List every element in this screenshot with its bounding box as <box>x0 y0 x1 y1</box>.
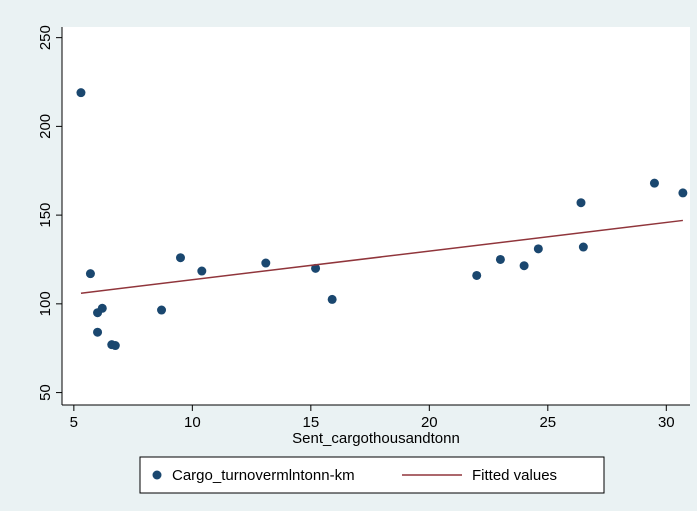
legend <box>139 456 605 494</box>
scatter-point <box>576 198 586 208</box>
scatter-point <box>197 266 207 276</box>
scatter-point <box>85 269 95 279</box>
x-tick-label: 30 <box>658 414 675 431</box>
legend-swatch <box>152 470 162 480</box>
y-tick-label: 50 <box>37 384 54 401</box>
x-tick-label: 25 <box>539 414 556 431</box>
scatter-point <box>261 258 271 268</box>
x-tick-label: 5 <box>70 414 78 431</box>
scatter-point <box>678 188 688 198</box>
scatter-point <box>649 178 659 188</box>
y-tick-label: 150 <box>37 203 54 228</box>
scatter-point <box>311 263 321 273</box>
scatter-point <box>93 327 103 337</box>
x-axis-label: Sent_cargothousandtonn <box>292 430 460 447</box>
scatter-point <box>97 303 107 313</box>
scatter-point <box>110 341 120 351</box>
y-tick-label: 250 <box>37 25 54 50</box>
scatter-point <box>495 254 505 264</box>
legend-label: Fitted values <box>472 467 557 484</box>
scatter-point <box>472 270 482 280</box>
scatter-point <box>327 294 337 304</box>
scatter-point <box>578 242 588 252</box>
fitted-line <box>80 219 683 294</box>
x-tick-label: 10 <box>184 414 201 431</box>
scatter-point <box>533 244 543 254</box>
scatter-point <box>175 253 185 263</box>
y-tick-label: 200 <box>37 114 54 139</box>
scatter-point <box>76 88 86 98</box>
y-tick-label: 100 <box>37 291 54 316</box>
plot-area <box>62 27 690 405</box>
scatter-point <box>157 305 167 315</box>
scatter-point <box>519 261 529 271</box>
x-tick-label: 20 <box>421 414 438 431</box>
x-tick-label: 15 <box>302 414 319 431</box>
legend-label: Cargo_turnovermlntonn-km <box>172 467 355 484</box>
